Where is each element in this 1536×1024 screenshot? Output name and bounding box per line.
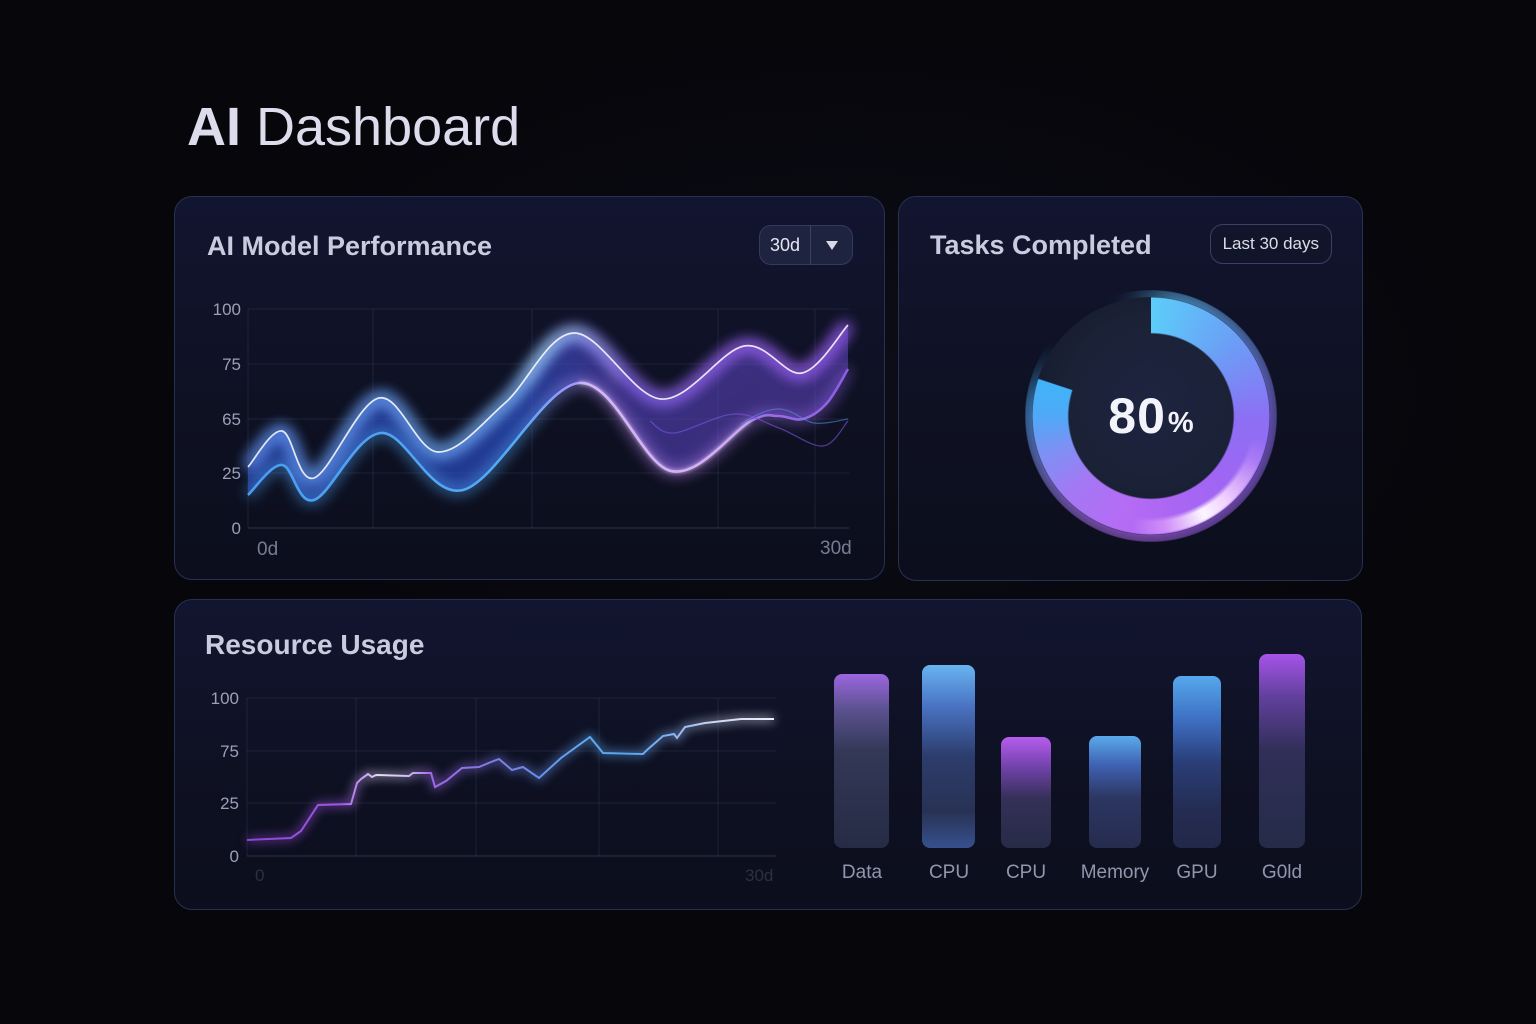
svg-text:75: 75 [220, 742, 239, 761]
svg-text:30d: 30d [820, 538, 852, 559]
svg-text:75: 75 [222, 355, 241, 374]
svg-text:30d: 30d [745, 866, 773, 885]
svg-text:25: 25 [222, 464, 241, 483]
svg-text:0: 0 [255, 866, 264, 885]
svg-text:65: 65 [222, 410, 241, 429]
svg-text:100: 100 [211, 689, 239, 708]
svg-text:0: 0 [232, 519, 241, 538]
svg-text:25: 25 [220, 794, 239, 813]
svg-text:0d: 0d [257, 539, 278, 560]
svg-text:0: 0 [230, 847, 239, 866]
svg-text:100: 100 [213, 300, 241, 319]
